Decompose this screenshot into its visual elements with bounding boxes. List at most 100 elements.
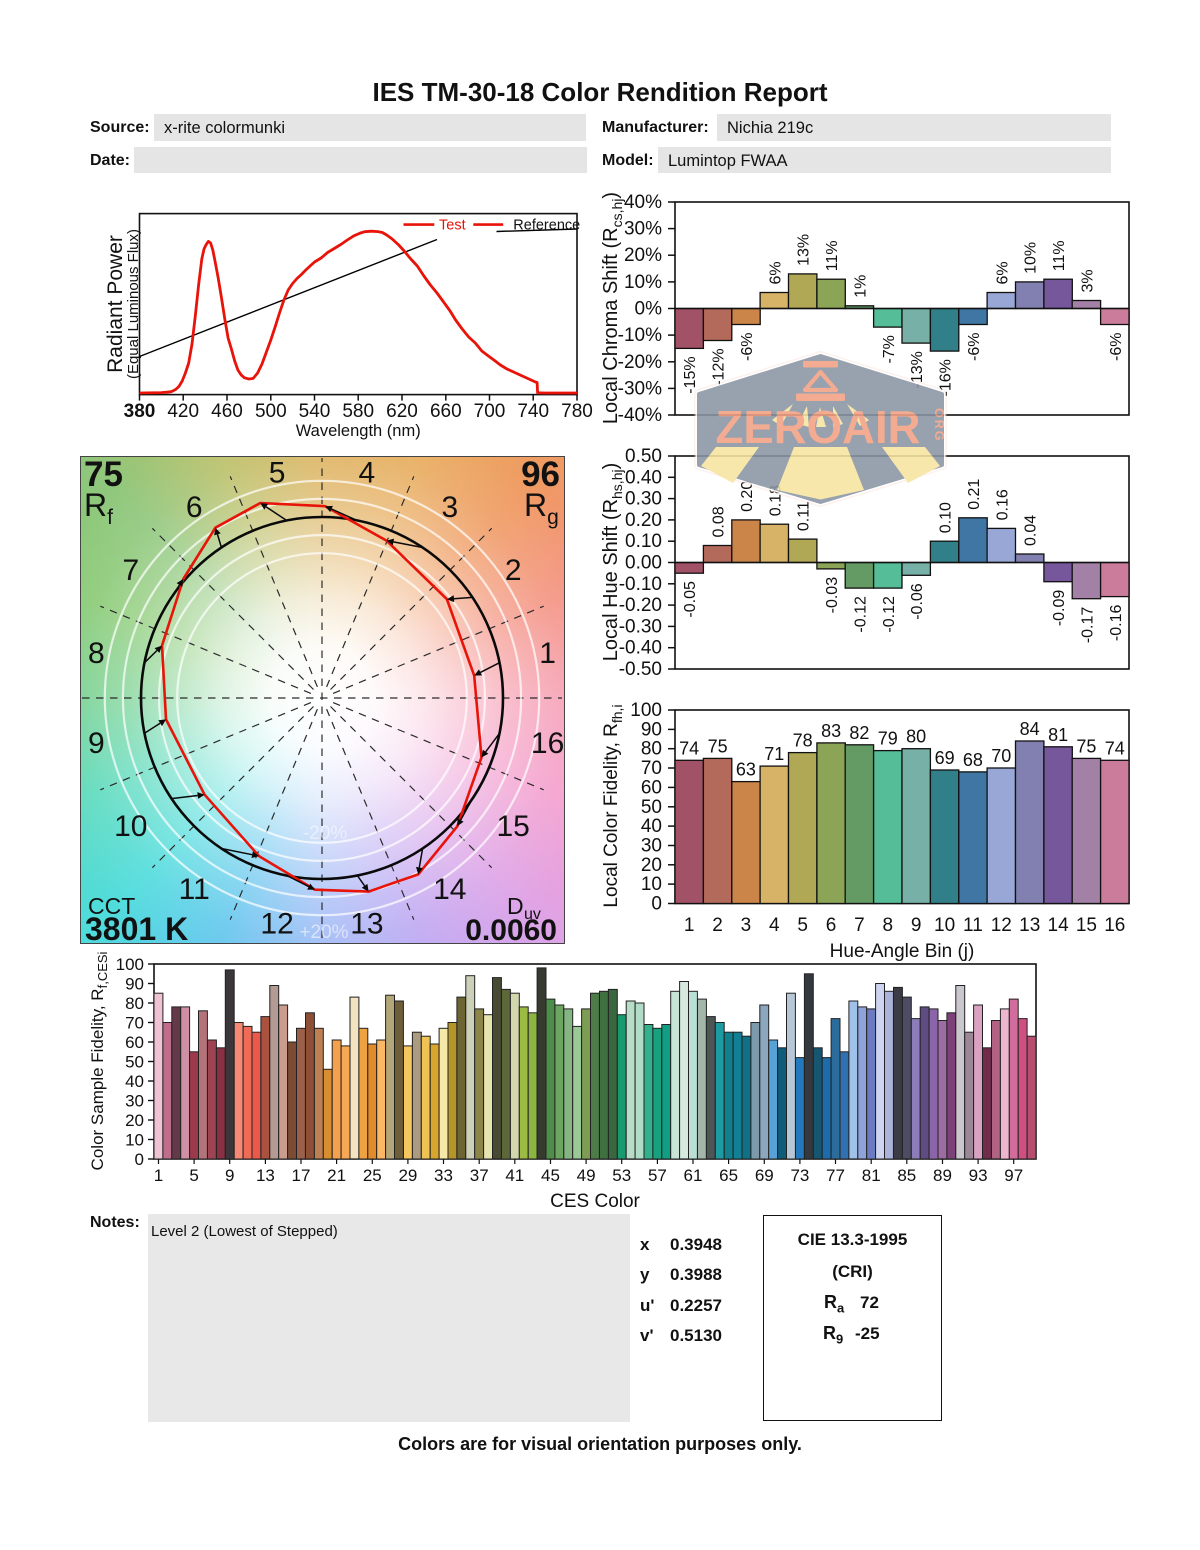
- svg-text:Reference: Reference: [513, 217, 580, 233]
- svg-text:Local Chroma Shift (Rcs,hj): Local Chroma Shift (Rcs,hj): [600, 192, 625, 424]
- svg-text:1%: 1%: [852, 275, 869, 298]
- svg-text:57: 57: [648, 1166, 667, 1185]
- svg-text:-0.12: -0.12: [881, 596, 898, 633]
- svg-text:90: 90: [641, 719, 662, 740]
- svg-text:-7%: -7%: [881, 335, 898, 363]
- svg-text:8: 8: [883, 915, 894, 936]
- svg-text:Local Hue Shift (Rhs,hj): Local Hue Shift (Rhs,hj): [600, 463, 625, 662]
- svg-text:69: 69: [755, 1166, 774, 1185]
- svg-text:89: 89: [933, 1166, 952, 1185]
- svg-text:11: 11: [179, 873, 210, 906]
- svg-text:29: 29: [398, 1166, 417, 1185]
- svg-text:500: 500: [255, 401, 287, 422]
- svg-text:0: 0: [135, 1150, 144, 1169]
- svg-text:25: 25: [363, 1166, 382, 1185]
- svg-text:0.16: 0.16: [994, 489, 1011, 520]
- svg-text:11%: 11%: [824, 240, 841, 271]
- svg-text:0.08: 0.08: [711, 506, 728, 537]
- svg-text:100: 100: [116, 955, 144, 974]
- svg-text:74: 74: [1105, 738, 1125, 758]
- svg-text:4: 4: [769, 915, 780, 936]
- svg-text:-6%: -6%: [966, 333, 983, 361]
- svg-text:0%: 0%: [635, 299, 663, 320]
- svg-text:660: 660: [430, 401, 462, 422]
- svg-text:9: 9: [88, 727, 105, 760]
- svg-text:-0.30: -0.30: [619, 616, 662, 637]
- svg-text:97: 97: [1004, 1166, 1023, 1185]
- svg-text:-6%: -6%: [739, 333, 756, 361]
- svg-text:780: 780: [561, 401, 593, 422]
- svg-text:13%: 13%: [796, 234, 813, 266]
- svg-text:17: 17: [292, 1166, 311, 1185]
- svg-text:-20%: -20%: [618, 352, 662, 373]
- svg-text:45: 45: [541, 1166, 560, 1185]
- svg-text:0: 0: [651, 894, 662, 915]
- svg-text:Wavelength (nm): Wavelength (nm): [296, 422, 421, 440]
- svg-text:0.40: 0.40: [625, 467, 662, 488]
- svg-text:63: 63: [736, 760, 756, 780]
- svg-text:0.0060: 0.0060: [465, 914, 557, 947]
- svg-text:5: 5: [189, 1166, 198, 1185]
- svg-text:0.11: 0.11: [796, 501, 813, 531]
- svg-text:D: D: [507, 893, 524, 919]
- svg-text:84: 84: [1020, 719, 1040, 739]
- svg-text:0.50: 0.50: [625, 446, 662, 467]
- svg-text:2: 2: [505, 554, 522, 587]
- svg-text:12: 12: [991, 915, 1012, 936]
- svg-text:6%: 6%: [767, 261, 784, 284]
- svg-text:3: 3: [441, 491, 458, 524]
- svg-text:30: 30: [125, 1092, 144, 1111]
- svg-text:5: 5: [797, 915, 808, 936]
- svg-text:580: 580: [342, 401, 374, 422]
- svg-text:14: 14: [1048, 915, 1070, 936]
- svg-text:50: 50: [125, 1053, 144, 1072]
- svg-text:Test: Test: [439, 217, 466, 233]
- svg-text:41: 41: [505, 1166, 524, 1185]
- svg-text:(Equal Luminous Flux): (Equal Luminous Flux): [125, 229, 142, 379]
- svg-text:81: 81: [862, 1166, 881, 1185]
- svg-text:40: 40: [125, 1072, 144, 1091]
- svg-text:53: 53: [612, 1166, 631, 1185]
- svg-text:Local Color Fidelity, Rfh,i: Local Color Fidelity, Rfh,i: [601, 704, 625, 907]
- svg-text:68: 68: [963, 750, 983, 770]
- svg-text:0.04: 0.04: [1023, 515, 1040, 546]
- svg-text:6: 6: [826, 915, 837, 936]
- svg-text:33: 33: [434, 1166, 453, 1185]
- svg-text:700: 700: [474, 401, 506, 422]
- svg-text:4: 4: [359, 456, 376, 489]
- svg-text:70: 70: [125, 1014, 144, 1033]
- svg-text:-0.06: -0.06: [909, 583, 926, 620]
- svg-text:3: 3: [741, 915, 752, 936]
- svg-text:-20%: -20%: [303, 823, 347, 844]
- svg-text:79: 79: [878, 729, 898, 749]
- svg-text:7: 7: [122, 554, 139, 587]
- svg-text:60: 60: [641, 777, 662, 798]
- svg-text:-0.03: -0.03: [824, 577, 841, 614]
- svg-text:80: 80: [125, 994, 144, 1013]
- svg-text:10: 10: [125, 1131, 144, 1150]
- svg-text:-30%: -30%: [618, 378, 662, 399]
- svg-text:3%: 3%: [1079, 269, 1096, 292]
- svg-text:82: 82: [849, 723, 869, 743]
- svg-text:77: 77: [826, 1166, 845, 1185]
- svg-text:0.10: 0.10: [938, 502, 955, 533]
- svg-text:50: 50: [641, 797, 662, 818]
- svg-text:uv: uv: [524, 906, 541, 923]
- svg-text:+20%: +20%: [299, 922, 348, 943]
- svg-text:20: 20: [641, 855, 662, 876]
- svg-text:10: 10: [114, 810, 147, 843]
- svg-text:-0.17: -0.17: [1079, 607, 1096, 644]
- svg-text:9: 9: [225, 1166, 234, 1185]
- svg-text:80: 80: [906, 727, 926, 747]
- svg-text:13: 13: [1019, 915, 1040, 936]
- svg-text:69: 69: [935, 748, 955, 768]
- svg-text:1: 1: [539, 637, 556, 670]
- svg-text:12: 12: [260, 908, 293, 941]
- svg-text:Hue-Angle Bin (j): Hue-Angle Bin (j): [830, 941, 975, 962]
- svg-text:90: 90: [125, 975, 144, 994]
- svg-text:80: 80: [641, 739, 662, 760]
- svg-text:420: 420: [167, 401, 199, 422]
- svg-text:7: 7: [854, 915, 865, 936]
- svg-text:73: 73: [790, 1166, 809, 1185]
- svg-text:20: 20: [125, 1111, 144, 1130]
